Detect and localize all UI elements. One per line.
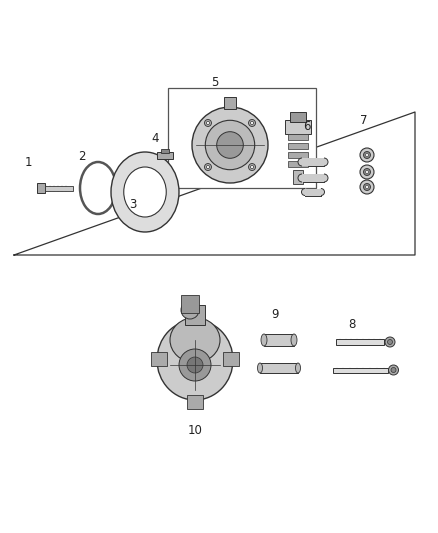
Bar	[302, 158, 324, 166]
Bar	[185, 305, 205, 325]
Ellipse shape	[157, 320, 233, 400]
Ellipse shape	[291, 334, 297, 346]
Ellipse shape	[391, 367, 396, 373]
Ellipse shape	[179, 349, 211, 381]
Ellipse shape	[360, 148, 374, 162]
Ellipse shape	[181, 301, 199, 319]
Ellipse shape	[364, 183, 371, 190]
Bar	[45, 185, 73, 190]
Text: 6: 6	[303, 119, 311, 133]
Ellipse shape	[385, 337, 395, 347]
Ellipse shape	[206, 122, 209, 125]
Text: 4: 4	[151, 132, 159, 144]
Bar	[288, 143, 308, 149]
Bar	[285, 120, 311, 134]
Text: 3: 3	[129, 198, 137, 212]
Ellipse shape	[205, 119, 212, 126]
Ellipse shape	[217, 132, 243, 158]
Text: 8: 8	[348, 319, 356, 332]
Ellipse shape	[366, 185, 368, 188]
Bar	[302, 174, 324, 182]
Ellipse shape	[192, 107, 268, 183]
Ellipse shape	[248, 164, 255, 171]
Bar	[288, 161, 308, 167]
Text: 9: 9	[271, 309, 279, 321]
Ellipse shape	[298, 158, 306, 166]
Bar	[187, 395, 203, 409]
Bar	[288, 134, 308, 140]
Bar	[181, 295, 199, 313]
Bar	[224, 97, 236, 109]
Ellipse shape	[364, 151, 371, 158]
Ellipse shape	[251, 122, 254, 125]
Ellipse shape	[187, 357, 203, 373]
Bar	[293, 170, 303, 184]
Ellipse shape	[366, 171, 368, 173]
Bar	[223, 352, 239, 366]
Bar	[305, 189, 321, 196]
Ellipse shape	[206, 166, 209, 168]
Ellipse shape	[360, 165, 374, 179]
Bar	[288, 152, 308, 158]
Ellipse shape	[366, 154, 368, 156]
Ellipse shape	[318, 189, 325, 196]
Bar	[151, 352, 167, 366]
Ellipse shape	[298, 174, 306, 182]
Bar	[161, 149, 169, 153]
Ellipse shape	[258, 363, 262, 373]
Ellipse shape	[320, 158, 328, 166]
Ellipse shape	[261, 334, 267, 346]
Ellipse shape	[248, 119, 255, 126]
Text: 1: 1	[24, 156, 32, 168]
Ellipse shape	[320, 174, 328, 182]
Ellipse shape	[301, 189, 308, 196]
Bar	[332, 367, 388, 373]
Text: 7: 7	[360, 114, 368, 126]
Ellipse shape	[251, 166, 254, 168]
Ellipse shape	[388, 340, 392, 344]
Text: 2: 2	[78, 149, 86, 163]
Ellipse shape	[360, 180, 374, 194]
Ellipse shape	[389, 365, 399, 375]
Bar	[37, 183, 45, 193]
Bar	[168, 88, 316, 188]
Ellipse shape	[205, 164, 212, 171]
Ellipse shape	[124, 167, 166, 217]
Ellipse shape	[364, 168, 371, 175]
Ellipse shape	[111, 152, 179, 232]
Ellipse shape	[205, 120, 255, 169]
Bar	[157, 152, 173, 159]
Text: 10: 10	[187, 424, 202, 437]
Ellipse shape	[170, 318, 220, 362]
Bar	[336, 339, 384, 345]
Ellipse shape	[296, 363, 300, 373]
Bar	[264, 334, 294, 346]
Bar	[260, 363, 298, 373]
Bar	[290, 112, 306, 122]
Text: 5: 5	[211, 76, 219, 88]
